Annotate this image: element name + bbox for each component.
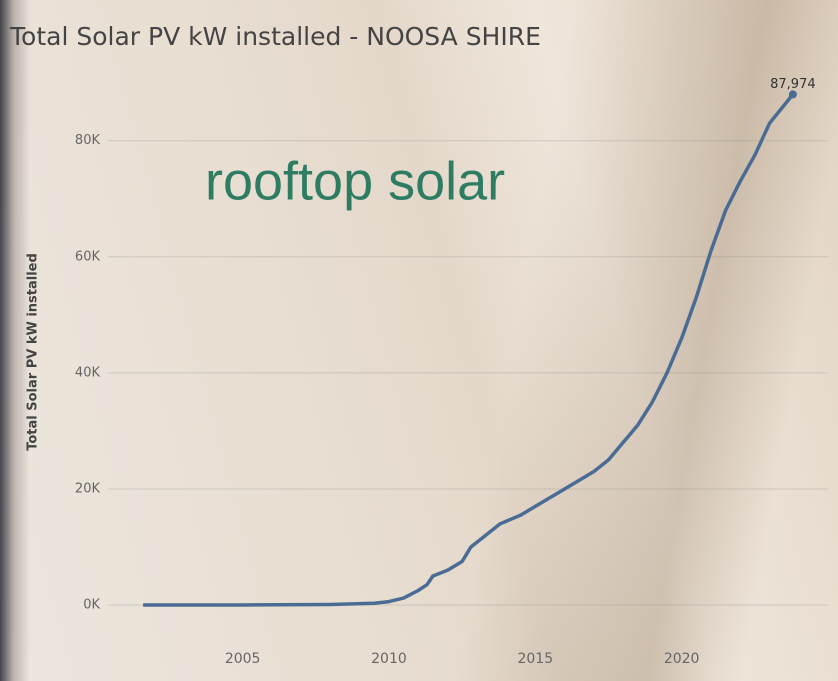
data-label: 87,974	[770, 77, 816, 92]
x-tick-label: 2020	[664, 651, 700, 667]
end-point	[788, 90, 797, 99]
x-tick-label: 2005	[225, 651, 261, 667]
y-tick-label: 0K	[83, 598, 100, 613]
y-tick-label: 80K	[75, 133, 101, 148]
y-axis-label: Total Solar PV kW installed	[26, 253, 41, 451]
y-tick-label: 40K	[75, 365, 101, 380]
chart-title: Total Solar PV kW installed - NOOSA SHIR…	[9, 22, 541, 51]
y-tick-label: 20K	[75, 481, 101, 496]
x-tick-label: 2015	[517, 651, 553, 667]
x-tick-label: 2010	[371, 651, 407, 667]
line	[143, 93, 795, 607]
annotation: rooftop solar	[205, 151, 505, 211]
y-tick-label: 60K	[75, 249, 101, 264]
